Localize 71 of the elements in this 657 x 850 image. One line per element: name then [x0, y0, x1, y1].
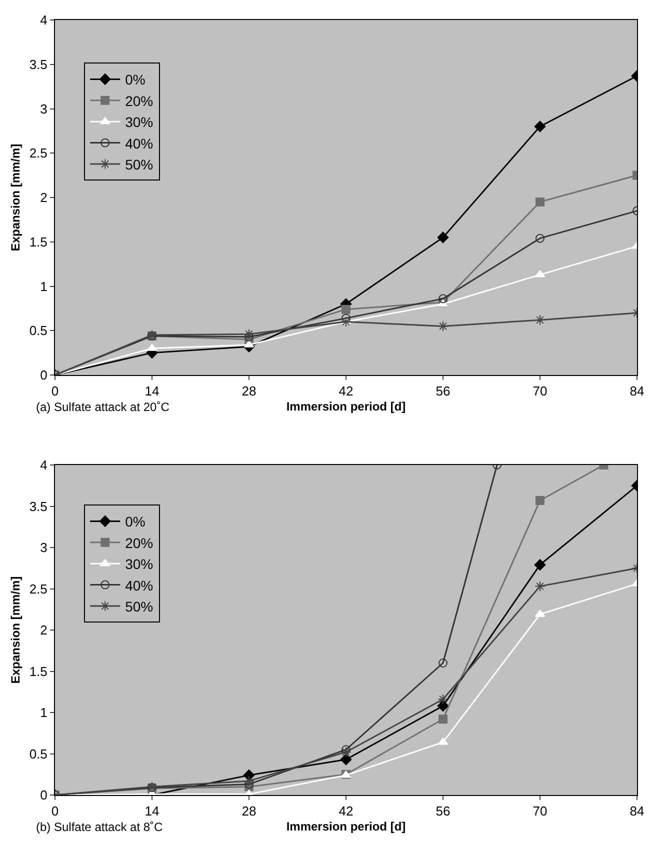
x-tick-label: 42 — [338, 804, 354, 819]
legend-label: 0% — [125, 72, 146, 88]
y-tick-label: 1 — [40, 705, 48, 720]
legend-label: 40% — [125, 135, 154, 152]
point — [437, 232, 449, 244]
point — [534, 120, 546, 132]
x-tick-label: 14 — [144, 804, 160, 819]
point — [438, 294, 448, 304]
point — [437, 700, 449, 712]
point — [244, 776, 254, 786]
x-tick-label: 42 — [338, 384, 354, 399]
y-tick-label: 2.5 — [29, 146, 48, 161]
point — [438, 694, 448, 705]
y-tick-label: 0.5 — [29, 323, 48, 338]
point — [438, 714, 448, 724]
y-tick-label: 4 — [40, 458, 48, 473]
x-tick-label: 28 — [242, 384, 256, 399]
y-tick-label: 1 — [40, 278, 48, 294]
y-tick-label: 3.5 — [29, 498, 48, 514]
point — [342, 304, 350, 314]
x-tick-label: 14 — [144, 384, 160, 399]
point — [438, 658, 448, 668]
y-tick-label: 0 — [40, 788, 48, 803]
legend-label: 30% — [125, 114, 154, 130]
legend-label: 50% — [125, 156, 154, 172]
legend-label: 50% — [125, 598, 154, 614]
point — [244, 328, 254, 340]
x-tick-label: 0 — [51, 384, 59, 399]
point — [536, 197, 544, 206]
x-tick-label: 84 — [630, 384, 644, 399]
y-tick-label: 4 — [40, 12, 48, 28]
y-tick-label: 3.5 — [29, 56, 48, 72]
y-tick-label: 0 — [40, 368, 48, 383]
x-tick-label: 0 — [51, 804, 59, 819]
x-tick-label: 84 — [630, 804, 644, 819]
y-tick-label: 3 — [40, 101, 48, 116]
y-tick-label: 1.5 — [29, 664, 48, 679]
point — [342, 745, 350, 754]
point — [438, 320, 448, 332]
text: (a) Sulfate attack at 20˚C — [36, 400, 170, 414]
y-axis-title: Expansion [mm/m] — [8, 576, 23, 684]
y-tick-label: 2 — [40, 190, 48, 206]
y-axis-title: Expansion [mm/m] — [8, 144, 23, 252]
legend-label: 0% — [125, 514, 146, 530]
x-axis-title: Immersion period [d] — [286, 820, 406, 834]
point — [536, 496, 544, 505]
point — [340, 746, 352, 758]
x-tick-label: 56 — [436, 384, 450, 399]
x-axis-title: Immersion period [d] — [286, 400, 406, 414]
point — [244, 332, 254, 342]
legend-label: 20% — [125, 534, 154, 551]
point — [534, 559, 546, 571]
x-tick-label: 56 — [436, 804, 450, 819]
x-tick-label: 28 — [242, 804, 256, 819]
x-tick-label: 70 — [532, 384, 548, 399]
x-tick-label: 70 — [532, 804, 548, 819]
point — [340, 316, 352, 328]
y-tick-label: 2.5 — [29, 581, 48, 596]
text: (b) Sulfate attack at 8˚C — [36, 820, 163, 834]
y-tick-label: 0.5 — [29, 746, 48, 762]
y-tick-label: 3 — [40, 540, 48, 556]
legend-label: 30% — [125, 556, 154, 572]
point — [244, 780, 254, 789]
legend-label: 40% — [125, 577, 154, 594]
y-tick-label: 1.5 — [29, 234, 48, 250]
point — [534, 580, 546, 592]
legend-label: 20% — [125, 92, 154, 109]
y-tick-label: 2 — [40, 622, 48, 638]
point — [536, 234, 544, 243]
point — [534, 314, 546, 326]
point — [340, 754, 352, 766]
